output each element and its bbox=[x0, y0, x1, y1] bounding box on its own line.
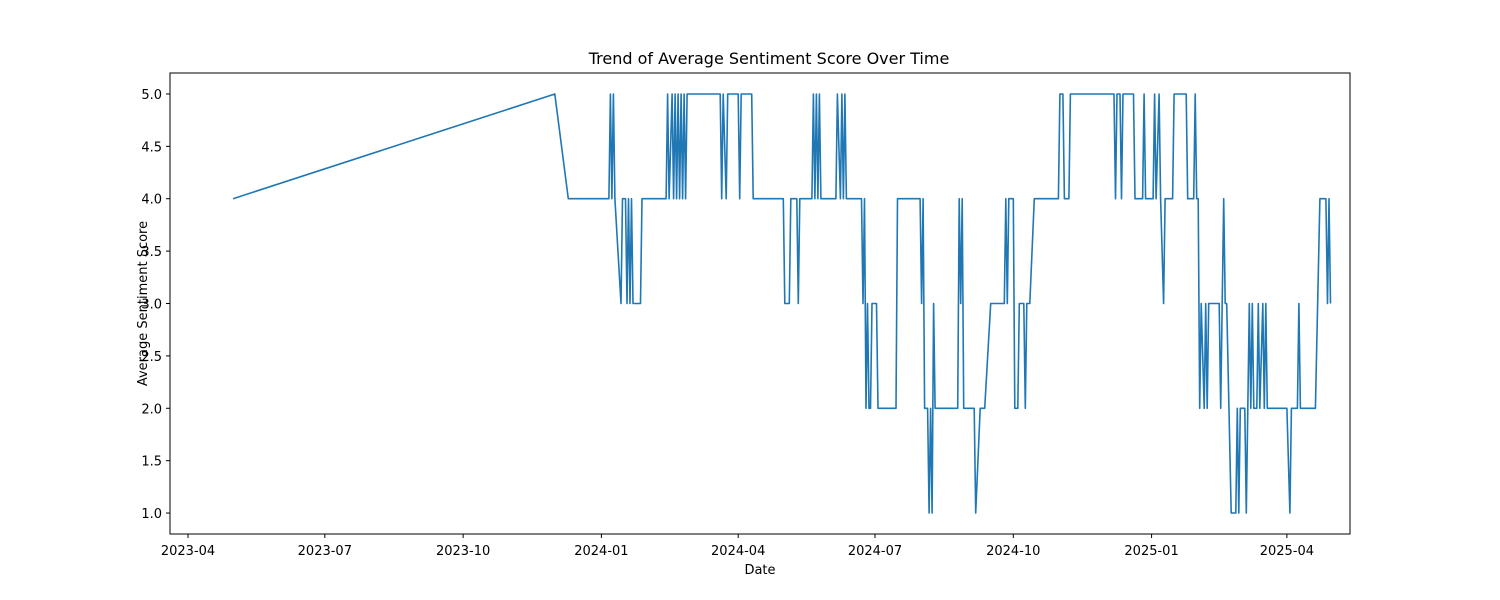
y-tick-label: 1.0 bbox=[141, 507, 162, 522]
x-tick-label: 2024-04 bbox=[711, 544, 765, 559]
x-tick-label: 2025-04 bbox=[1260, 544, 1314, 559]
plot-area bbox=[232, 93, 1332, 514]
y-axis: 1.0 1.5 2.0 2.5 3.0 3.5 4.0 4.5 5.0 bbox=[141, 88, 170, 522]
y-tick-label: 2.5 bbox=[141, 350, 162, 365]
y-tick-label: 3.5 bbox=[141, 245, 162, 260]
x-tick-label: 2024-10 bbox=[986, 544, 1040, 559]
y-tick-label: 5.0 bbox=[141, 88, 162, 103]
x-tick-label: 2024-07 bbox=[848, 544, 902, 559]
y-axis-label: Average Sentiment Score bbox=[136, 221, 151, 386]
x-axis-label: Date bbox=[744, 563, 775, 578]
x-tick-label: 2024-01 bbox=[574, 544, 628, 559]
y-tick-label: 4.5 bbox=[141, 140, 162, 155]
x-tick-label: 2023-04 bbox=[161, 544, 215, 559]
x-tick-label: 2023-10 bbox=[436, 544, 490, 559]
plot-frame bbox=[169, 72, 1351, 535]
y-tick-label: 4.0 bbox=[141, 193, 162, 208]
sentiment-series-line bbox=[232, 93, 1332, 514]
y-tick-label: 1.5 bbox=[141, 455, 162, 470]
y-tick-label: 2.0 bbox=[141, 402, 162, 417]
x-tick-label: 2025-01 bbox=[1124, 544, 1178, 559]
x-axis: 2023-04 2023-07 2023-10 2024-01 2024-04 2024-… bbox=[161, 534, 1314, 559]
chart-title: Trend of Average Sentiment Score Over Ti… bbox=[588, 49, 950, 68]
x-tick-label: 2023-07 bbox=[298, 544, 352, 559]
y-tick-label: 3.0 bbox=[141, 298, 162, 313]
